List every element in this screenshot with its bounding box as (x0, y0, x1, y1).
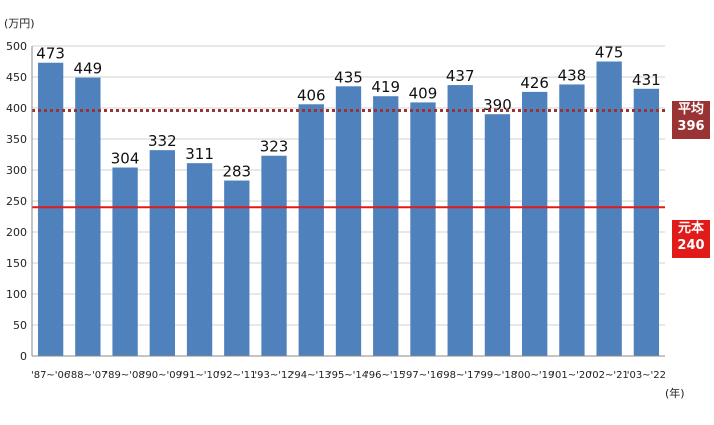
data-label: 419 (371, 78, 400, 96)
principal-label: 元本 (677, 221, 704, 236)
x-tick-label: '91~'10 (180, 370, 219, 381)
bar (298, 104, 324, 356)
y-tick-label: 100 (6, 288, 27, 301)
y-tick-label: 0 (20, 350, 27, 363)
bar (37, 62, 64, 357)
principal-annotation: 元本 240 (672, 220, 710, 258)
x-tick-label: '89~'08 (105, 370, 144, 381)
x-tick-label: '94~'13 (292, 370, 331, 381)
data-label: 283 (222, 163, 251, 181)
bar (261, 155, 287, 356)
bar (596, 61, 622, 356)
x-tick-label: '92~'11 (217, 370, 256, 381)
y-tick-label: 150 (6, 257, 27, 270)
bar (186, 163, 213, 356)
data-label: 435 (334, 68, 363, 86)
bar (75, 77, 101, 357)
bar (559, 84, 585, 356)
x-unit-label: (年) (665, 386, 685, 400)
data-label: 406 (297, 86, 326, 104)
bar (373, 96, 399, 356)
data-label: 473 (36, 45, 65, 63)
y-unit-label: (万円) (4, 17, 35, 30)
y-axis-ticks: 0 50 100 150 200 250 300 350 400 450 500 (6, 40, 27, 363)
x-tick-label: '95~'14 (329, 370, 368, 381)
bar (112, 167, 138, 356)
y-tick-label: 350 (6, 133, 27, 146)
y-tick-label: 50 (13, 319, 27, 332)
principal-value: 240 (677, 238, 705, 253)
x-tick-label: '93~'12 (254, 370, 293, 381)
data-label: 438 (558, 66, 587, 84)
bar (335, 86, 362, 357)
x-tick-label: '88~'07 (68, 370, 107, 381)
y-tick-label: 500 (6, 40, 27, 53)
y-tick-label: 300 (6, 164, 27, 177)
data-label: 409 (409, 84, 438, 102)
reference-lines (32, 108, 665, 209)
bar (447, 85, 473, 356)
average-annotation: 平均 396 (672, 101, 710, 139)
x-tick-label: '00~'19 (515, 370, 554, 381)
x-tick-label: '97~'16 (403, 370, 442, 381)
data-label: 323 (260, 138, 289, 156)
data-label: 437 (446, 67, 475, 85)
bar (224, 180, 250, 356)
x-tick-label: '90~'09 (143, 370, 182, 381)
bar (410, 102, 436, 356)
x-tick-label: '03~'22 (627, 370, 666, 381)
data-label: 449 (74, 60, 103, 78)
data-label: 431 (632, 71, 661, 89)
bar (522, 91, 548, 356)
average-label: 平均 (677, 102, 704, 117)
x-tick-label: '87~'06 (31, 370, 70, 381)
data-label: 304 (111, 150, 140, 168)
x-tick-label: '98~'17 (441, 370, 480, 381)
bar (484, 114, 511, 356)
x-tick-label: '01~'20 (552, 370, 591, 381)
x-tick-label: '96~'15 (366, 370, 405, 381)
x-tick-label: '02~'21 (589, 370, 628, 381)
x-tick-label: '99~'18 (478, 370, 517, 381)
bar (149, 150, 175, 356)
data-label: 332 (148, 132, 177, 150)
bar (633, 88, 660, 356)
y-tick-label: 250 (6, 195, 27, 208)
y-tick-label: 400 (6, 102, 27, 115)
average-value: 396 (677, 119, 705, 134)
data-label: 311 (185, 145, 214, 163)
y-tick-label: 200 (6, 226, 27, 239)
y-tick-label: 450 (6, 71, 27, 84)
x-axis-ticks: '87~'06'88~'07'89~'08'90~'09'91~'10'92~'… (31, 370, 666, 381)
data-label: 475 (595, 44, 624, 62)
data-label: 426 (520, 74, 549, 92)
